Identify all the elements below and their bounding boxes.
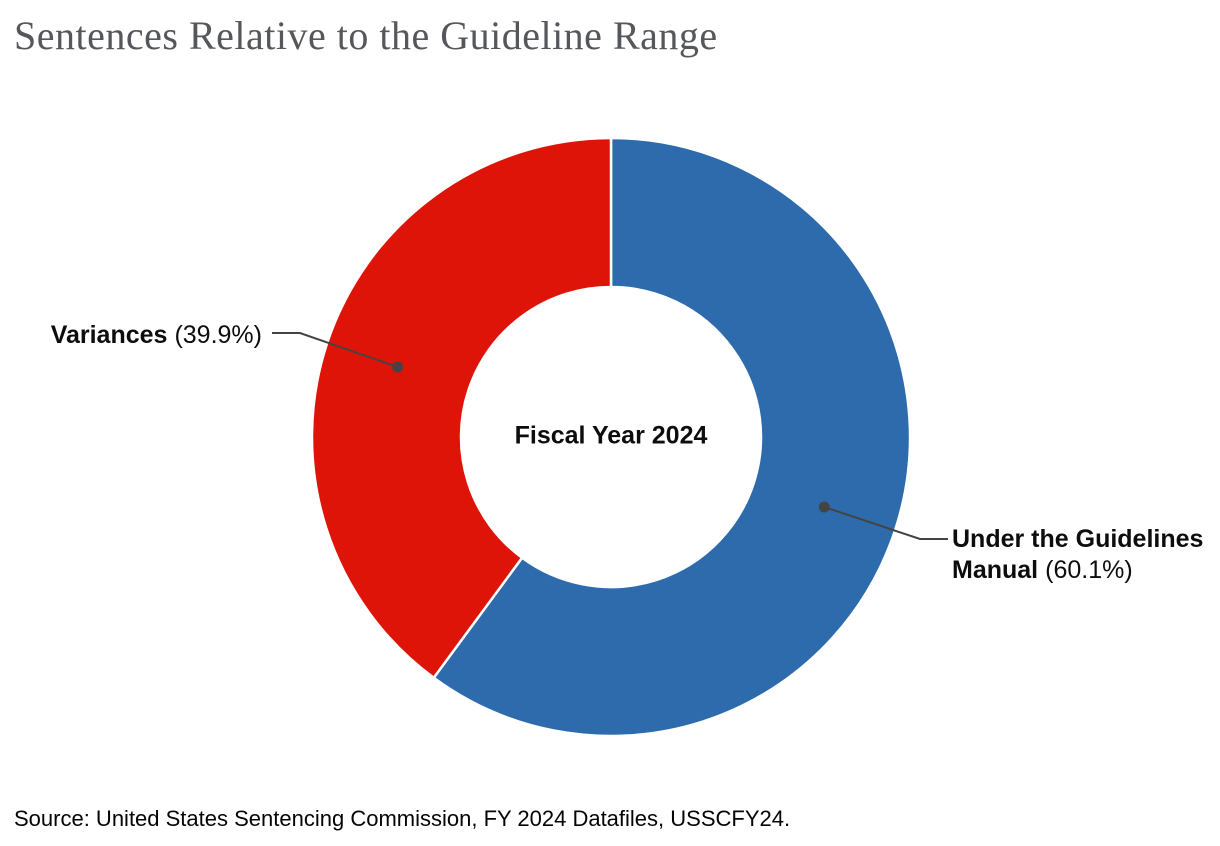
- callout-variances-name: Variances: [50, 321, 168, 349]
- callout-under-guidelines-value: (60.1%): [1045, 556, 1133, 584]
- callout-variances-value: (39.9%): [174, 321, 262, 349]
- callout-line-under-guidelines: [823, 506, 948, 540]
- callout-line-variances: [272, 332, 399, 368]
- callout-under-guidelines-line2: Manual (60.1%): [952, 555, 1203, 586]
- callout-under-guidelines-name1: Under the Guidelines: [952, 525, 1204, 553]
- callout-dot-under-guidelines: [818, 501, 830, 513]
- source-note: Source: United States Sentencing Commiss…: [14, 806, 791, 831]
- callout-under-guidelines: Under the Guidelines Manual (60.1%): [952, 524, 1203, 586]
- callout-dot-variances: [392, 361, 404, 373]
- callout-under-guidelines-name2: Manual: [952, 556, 1039, 584]
- donut-slice-variances[interactable]: [310, 136, 613, 680]
- donut-center-label: Fiscal Year 2024: [514, 421, 708, 450]
- callout-under-guidelines-line1: Under the Guidelines: [952, 524, 1203, 555]
- donut-slice-under-the-guidelines-manual[interactable]: [432, 136, 912, 738]
- callout-variances: Variances (39.9%): [0, 320, 262, 351]
- page-title: Sentences Relative to the Guideline Rang…: [14, 13, 718, 58]
